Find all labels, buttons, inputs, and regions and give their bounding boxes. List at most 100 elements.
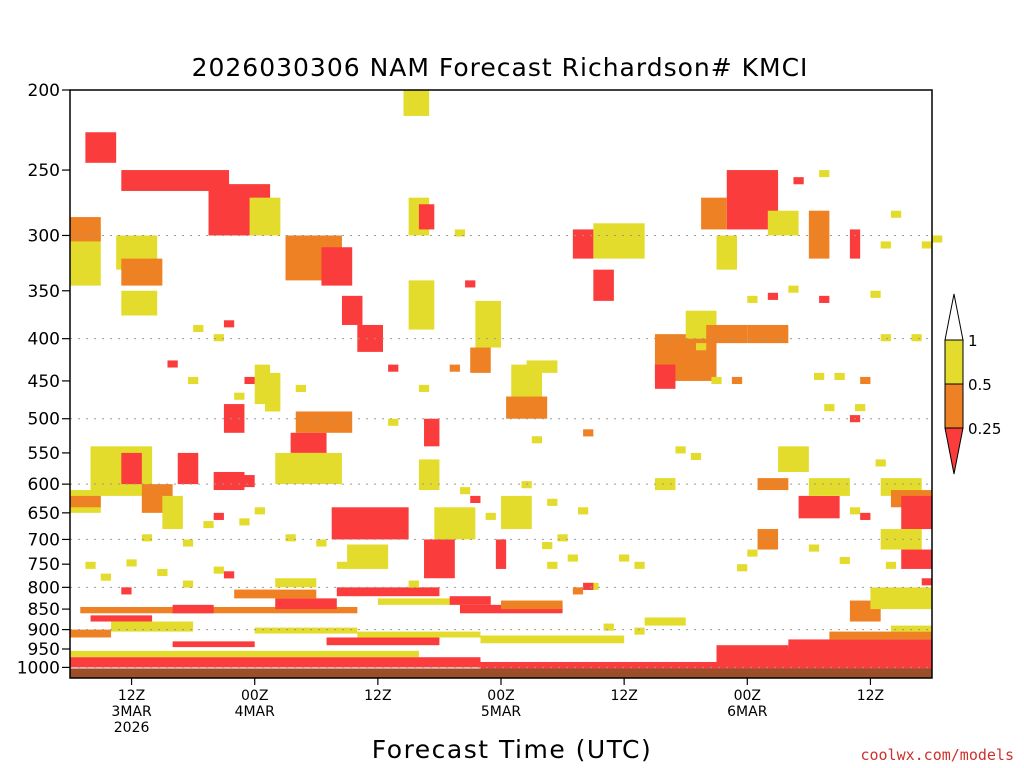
ri-region-low	[849, 229, 861, 259]
ri-cell-high	[675, 446, 686, 454]
ri-cell-low	[223, 320, 235, 328]
x-tick-label: 2026	[114, 720, 150, 736]
colorbar-label: 0.25	[968, 420, 1001, 438]
ri-cell-high	[485, 512, 496, 520]
ri-region-high	[593, 223, 645, 259]
y-tick-label: 800	[28, 578, 60, 598]
colorbar-legend: 1 0.5 0.25	[944, 293, 1001, 475]
ri-region-high	[480, 635, 625, 644]
ri-cell-high	[619, 554, 630, 562]
ri-cell-low	[167, 360, 178, 368]
ri-region-low	[331, 507, 409, 540]
ri-cell-high	[213, 334, 224, 342]
y-tick-label: 450	[28, 372, 60, 392]
y-tick-label: 350	[28, 282, 60, 302]
ri-region-high	[377, 598, 460, 605]
ri-cell-high	[141, 534, 153, 542]
ri-region-low	[798, 495, 840, 519]
ri-cell-high	[824, 404, 835, 412]
ri-cell-high	[521, 481, 532, 489]
ri-cell-high	[408, 580, 419, 588]
y-tick-label: 950	[28, 640, 60, 660]
data-layer	[70, 90, 943, 669]
x-tick-label: 12Z	[610, 688, 637, 704]
ri-cell-high	[193, 324, 204, 333]
y-tick-label: 850	[28, 600, 60, 620]
ri-region-high	[254, 627, 358, 634]
ri-cell-high	[188, 376, 199, 385]
ri-cell-low	[465, 280, 476, 288]
ri-cell-high	[813, 372, 825, 380]
ri-cell-high	[634, 561, 645, 569]
ri-cell-high	[747, 295, 758, 303]
ri-cell-low	[213, 512, 224, 520]
y-tick-label: 500	[28, 410, 60, 430]
ri-cell-high	[932, 235, 943, 243]
ri-cell-high	[336, 561, 348, 569]
y-tick-label: 200	[28, 81, 60, 101]
ri-region-low	[172, 641, 255, 648]
ri-cell-low	[470, 495, 481, 504]
ri-region-low	[424, 418, 440, 447]
ri-region-low	[495, 539, 507, 569]
ri-cell-high	[634, 627, 645, 635]
ri-region-high	[403, 90, 430, 116]
ri-cell-high	[547, 561, 558, 569]
ri-region-high	[654, 478, 676, 491]
ri-cell-high	[459, 487, 471, 495]
ri-region-high	[778, 446, 809, 472]
ri-region-high	[357, 631, 481, 638]
ri-cell-low	[223, 571, 235, 579]
y-tick-label: 700	[28, 530, 60, 550]
ri-region-low	[357, 324, 383, 352]
ri-cell-high	[695, 343, 707, 351]
ri-region-high	[767, 210, 799, 236]
x-tick-label: 00Z	[734, 688, 761, 704]
ri-region-low	[449, 596, 491, 605]
ri-cell-high	[880, 334, 891, 342]
ri-cell-high	[388, 418, 399, 426]
ri-region-mid	[829, 631, 932, 640]
x-tick-label: 6MAR	[727, 704, 768, 720]
ri-cell-high	[885, 561, 897, 569]
ri-cell-high	[557, 534, 568, 542]
ri-region-low	[424, 539, 455, 579]
ri-region-mid	[501, 600, 563, 610]
ri-region-mid	[70, 495, 101, 508]
x-tick-label: 12Z	[364, 688, 391, 704]
ri-region-high	[249, 197, 281, 236]
ri-region-high	[418, 459, 440, 491]
ri-cell-high	[295, 384, 307, 392]
ri-cell-high	[234, 392, 245, 400]
ri-region-low	[290, 432, 327, 453]
ri-cell-high	[547, 498, 558, 506]
ri-region-mid	[70, 217, 101, 242]
ri-cell-high	[418, 384, 430, 392]
ri-cell-high	[819, 170, 830, 178]
ri-cell-low	[767, 292, 779, 300]
ri-cell-low	[819, 295, 830, 303]
ri-region-high	[475, 300, 501, 348]
ri-region-mid	[80, 606, 358, 614]
ri-region-low	[336, 587, 440, 597]
ri-cell-high	[157, 568, 168, 577]
credit-text[interactable]: coolwx.com/models	[860, 746, 1014, 764]
ri-cell-high	[890, 210, 902, 218]
ri-region-low	[70, 657, 481, 668]
x-tick-label: 00Z	[241, 688, 268, 704]
colorbar-top-arrow	[944, 293, 964, 341]
ri-region-mid	[747, 324, 789, 344]
y-tick-label: 300	[28, 226, 60, 246]
ri-region-low	[275, 598, 337, 610]
ri-cell-high	[834, 372, 845, 380]
ri-region-low	[901, 549, 932, 569]
x-tick-label: 3MAR	[111, 704, 152, 720]
below-ground-layer	[70, 668, 932, 678]
ri-region-high	[121, 290, 158, 316]
colorbar-bottom-arrow	[944, 427, 964, 475]
colorbar-label: 1	[968, 332, 978, 350]
ri-region-high	[644, 617, 686, 626]
ri-cell-high	[711, 376, 722, 385]
